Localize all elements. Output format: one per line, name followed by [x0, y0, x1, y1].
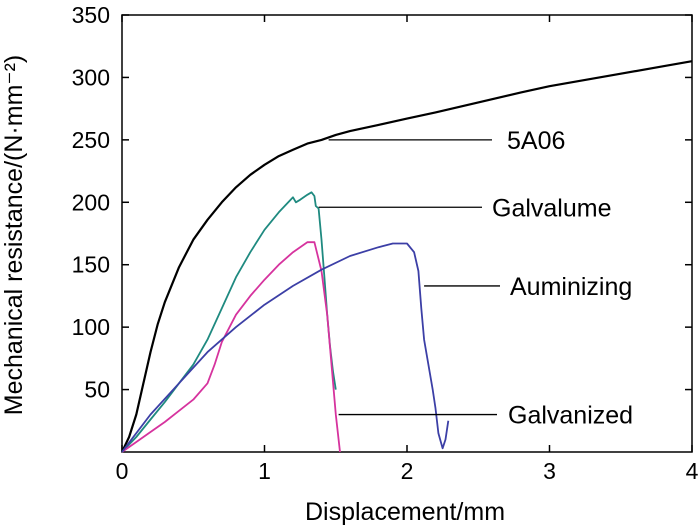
x-tick-label: 1 — [258, 458, 271, 484]
y-axis-title: Mechanical resistance/(N·mm⁻²) — [0, 55, 28, 416]
x-tick-label: 2 — [401, 458, 414, 484]
series-line-auminizing — [121, 242, 450, 453]
x-axis-title: Displacement/mm — [305, 498, 505, 526]
plot-frame — [121, 14, 693, 453]
y-tick-label: 150 — [72, 252, 110, 278]
y-tick-label: 350 — [72, 2, 110, 28]
series-line-galvanized — [121, 241, 341, 453]
x-tick-label: 4 — [686, 458, 699, 484]
y-tick-label: 300 — [72, 64, 110, 90]
y-tick-label: 100 — [72, 314, 110, 340]
y-tick-label: 200 — [72, 189, 110, 215]
series-line-galvalume — [121, 191, 337, 453]
x-tick-label: 0 — [116, 458, 129, 484]
series-label-galvalume: Galvalume — [492, 194, 612, 222]
series-label-auminizing: Auminizing — [510, 273, 632, 301]
ticks: 0 1 2 3 4 50 100 150 200 250 300 350 — [72, 2, 699, 484]
y-tick-label: 250 — [72, 127, 110, 153]
y-tick-label: 50 — [84, 377, 110, 403]
series-label-5a06: 5A06 — [507, 127, 565, 155]
series-label-galvanized: Galvanized — [508, 402, 633, 430]
x-tick-label: 3 — [543, 458, 556, 484]
series-lines — [121, 60, 693, 453]
series-annotations: 5A06 Galvalume Auminizing Galvanized — [318, 127, 633, 430]
series-line-5a06 — [121, 60, 693, 453]
axes — [121, 14, 693, 453]
